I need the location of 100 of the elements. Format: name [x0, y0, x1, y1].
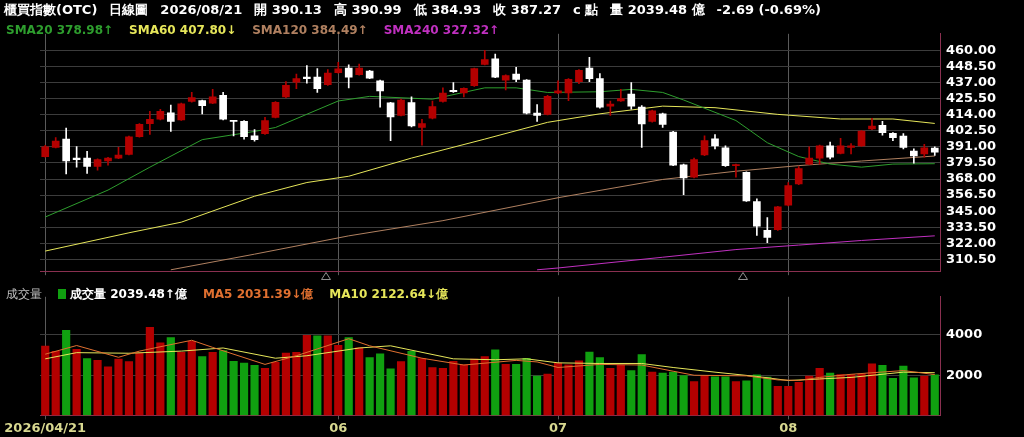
- text: MA5 2031.39↓億: [202, 287, 314, 301]
- bar: [292, 352, 301, 416]
- bar: [72, 348, 81, 416]
- y-tick-label: 391.00: [946, 138, 997, 154]
- bar: [156, 342, 165, 416]
- chart-title: 成交量: [6, 287, 42, 301]
- bar: [83, 358, 92, 416]
- bar: [459, 364, 468, 416]
- bar: [344, 337, 353, 416]
- x-tick-label: 08: [779, 419, 798, 435]
- bar: [606, 368, 615, 416]
- bar: [396, 361, 406, 416]
- text: SMA120 384.49↑: [252, 23, 368, 37]
- y-tick-label: 460.00: [946, 41, 997, 57]
- candlestick: [303, 65, 311, 84]
- bar: [334, 344, 343, 416]
- bar: [700, 375, 709, 416]
- bar: [114, 358, 123, 416]
- text: SMA60 407.80↓: [129, 23, 237, 37]
- text: 量 2039.48 億: [610, 2, 705, 17]
- bar: [491, 349, 500, 416]
- x-tick-label: 07: [548, 419, 568, 435]
- bar: [616, 365, 625, 416]
- bar: [198, 356, 207, 416]
- bar: [710, 376, 720, 416]
- bar: [260, 368, 270, 416]
- bar: [773, 386, 782, 416]
- bar: [124, 361, 134, 416]
- text: 低 384.93: [413, 2, 482, 17]
- text: MA10 2122.64↓億: [329, 287, 449, 301]
- y-tick-label: 322.00: [946, 234, 997, 250]
- bar: [627, 370, 636, 416]
- bar: [428, 367, 437, 416]
- bar: [166, 337, 175, 416]
- bar: [794, 382, 803, 416]
- legend-label: 成交量 2039.48↑億: [69, 287, 187, 301]
- bar: [417, 358, 427, 416]
- candlestick: [616, 89, 625, 102]
- bar: [878, 365, 887, 416]
- chart-title: 櫃買指數(OTC): [4, 2, 98, 17]
- bar: [93, 360, 102, 416]
- bar: [784, 386, 793, 416]
- text: 2026/08/21: [160, 2, 243, 17]
- bar: [470, 358, 479, 416]
- bar: [689, 381, 699, 416]
- bar: [585, 351, 594, 416]
- bar: [595, 357, 604, 416]
- bar: [721, 376, 730, 416]
- bar: [103, 366, 113, 416]
- bar: [501, 364, 510, 416]
- y-tick-label: 402.50: [946, 122, 997, 138]
- bar: [449, 361, 458, 416]
- bar: [355, 347, 364, 416]
- x-tick-label: 2026/04/21: [4, 419, 87, 435]
- bar: [533, 375, 542, 416]
- text: 收 387.27: [493, 2, 562, 17]
- bar: [836, 374, 845, 416]
- bar: [135, 352, 144, 416]
- y-tick-label: 310.50: [946, 250, 997, 266]
- bar: [302, 334, 311, 416]
- bar: [574, 360, 584, 416]
- bar: [407, 351, 416, 416]
- bar: [805, 375, 814, 416]
- bar: [438, 368, 447, 416]
- candlestick: [732, 163, 740, 178]
- bar: [177, 352, 186, 416]
- y-tick-label: 368.00: [946, 170, 997, 186]
- bar: [41, 345, 50, 416]
- y-tick-label: 425.50: [946, 90, 997, 106]
- y-tick-label: 2000: [946, 366, 983, 382]
- bar: [51, 351, 60, 416]
- bar: [522, 357, 531, 416]
- bar: [145, 326, 154, 416]
- bar: [752, 374, 761, 416]
- text: SMA20 378.98↑: [6, 23, 114, 37]
- bar: [930, 374, 939, 416]
- bar: [229, 361, 238, 416]
- bar: [313, 335, 322, 416]
- text: 日線圖: [109, 2, 149, 17]
- bar: [857, 373, 866, 416]
- bar: [669, 371, 678, 416]
- y-tick-label: 414.00: [946, 106, 997, 122]
- bar: [648, 371, 657, 416]
- bar: [219, 350, 228, 416]
- bar: [386, 368, 395, 416]
- bar: [888, 378, 897, 416]
- bar: [323, 335, 332, 416]
- candlestick: [533, 104, 541, 122]
- y-tick-label: 437.00: [946, 74, 997, 90]
- bar: [187, 340, 196, 416]
- bar: [637, 354, 646, 416]
- y-tick-label: 448.50: [946, 57, 997, 73]
- bar: [731, 381, 741, 416]
- bar: [553, 362, 563, 416]
- bar: [208, 352, 217, 416]
- bar: [826, 372, 835, 416]
- y-tick-label: 333.50: [946, 218, 997, 234]
- y-tick-label: 379.50: [946, 154, 997, 170]
- bar: [543, 373, 552, 416]
- bar: [62, 330, 71, 416]
